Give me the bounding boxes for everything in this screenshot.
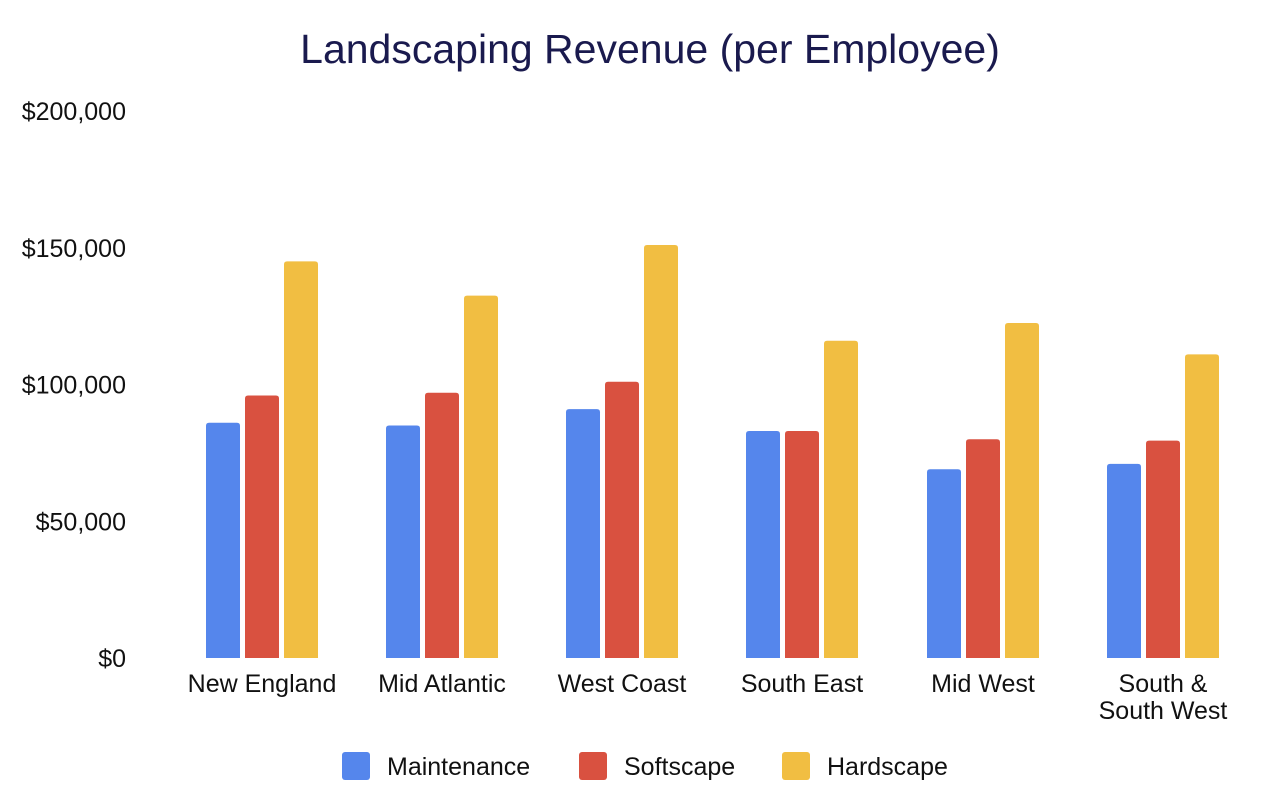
- bar-maintenance-south-east: [746, 430, 780, 658]
- bar-softscape-new-england: [245, 395, 279, 658]
- y-tick-label: $150,000: [22, 235, 126, 263]
- legend-swatch-softscape: [579, 752, 607, 780]
- y-tick-label: $50,000: [36, 508, 126, 536]
- x-tick-label: South &: [1119, 670, 1208, 698]
- bar-maintenance-west-coast: [566, 409, 600, 658]
- bar-hardscape-new-england: [284, 261, 318, 658]
- bars: [206, 245, 1219, 658]
- y-axis: $0 $50,000 $100,000 $150,000 $200,000: [22, 98, 126, 673]
- bar-hardscape-south-east: [824, 340, 858, 658]
- bar-softscape-south-east: [785, 430, 819, 658]
- legend-label-softscape: Softscape: [624, 753, 735, 781]
- legend: Maintenance Softscape Hardscape: [342, 752, 948, 781]
- bar-hardscape-west-coast: [644, 245, 678, 658]
- bar-softscape-mid-atlantic: [425, 392, 459, 658]
- bar-maintenance-new-england: [206, 422, 240, 658]
- y-tick-label: $0: [98, 645, 126, 673]
- chart-title: Landscaping Revenue (per Employee): [300, 26, 1000, 72]
- x-tick-label: New England: [188, 670, 337, 698]
- y-tick-label: $100,000: [22, 372, 126, 400]
- x-tick-label: Mid West: [931, 670, 1035, 698]
- bar-maintenance-mid-west: [927, 469, 961, 658]
- y-tick-label: $200,000: [22, 98, 126, 126]
- x-tick-label: West Coast: [558, 670, 687, 698]
- bar-softscape-mid-west: [966, 439, 1000, 658]
- x-tick-label: South West: [1099, 697, 1228, 725]
- bar-softscape-south-south-west: [1146, 440, 1180, 658]
- bar-hardscape-mid-west: [1005, 322, 1039, 658]
- bar-hardscape-mid-atlantic: [464, 295, 498, 658]
- bar-hardscape-south-south-west: [1185, 354, 1219, 658]
- bar-softscape-west-coast: [605, 381, 639, 658]
- x-axis: New England Mid Atlantic West Coast South E…: [188, 670, 1228, 725]
- legend-label-hardscape: Hardscape: [827, 753, 948, 781]
- x-tick-label: South East: [741, 670, 863, 698]
- bar-maintenance-mid-atlantic: [386, 425, 420, 658]
- bar-maintenance-south-south-west: [1107, 463, 1141, 658]
- x-tick-label: Mid Atlantic: [378, 670, 506, 698]
- legend-swatch-hardscape: [782, 752, 810, 780]
- legend-swatch-maintenance: [342, 752, 370, 780]
- legend-label-maintenance: Maintenance: [387, 753, 530, 781]
